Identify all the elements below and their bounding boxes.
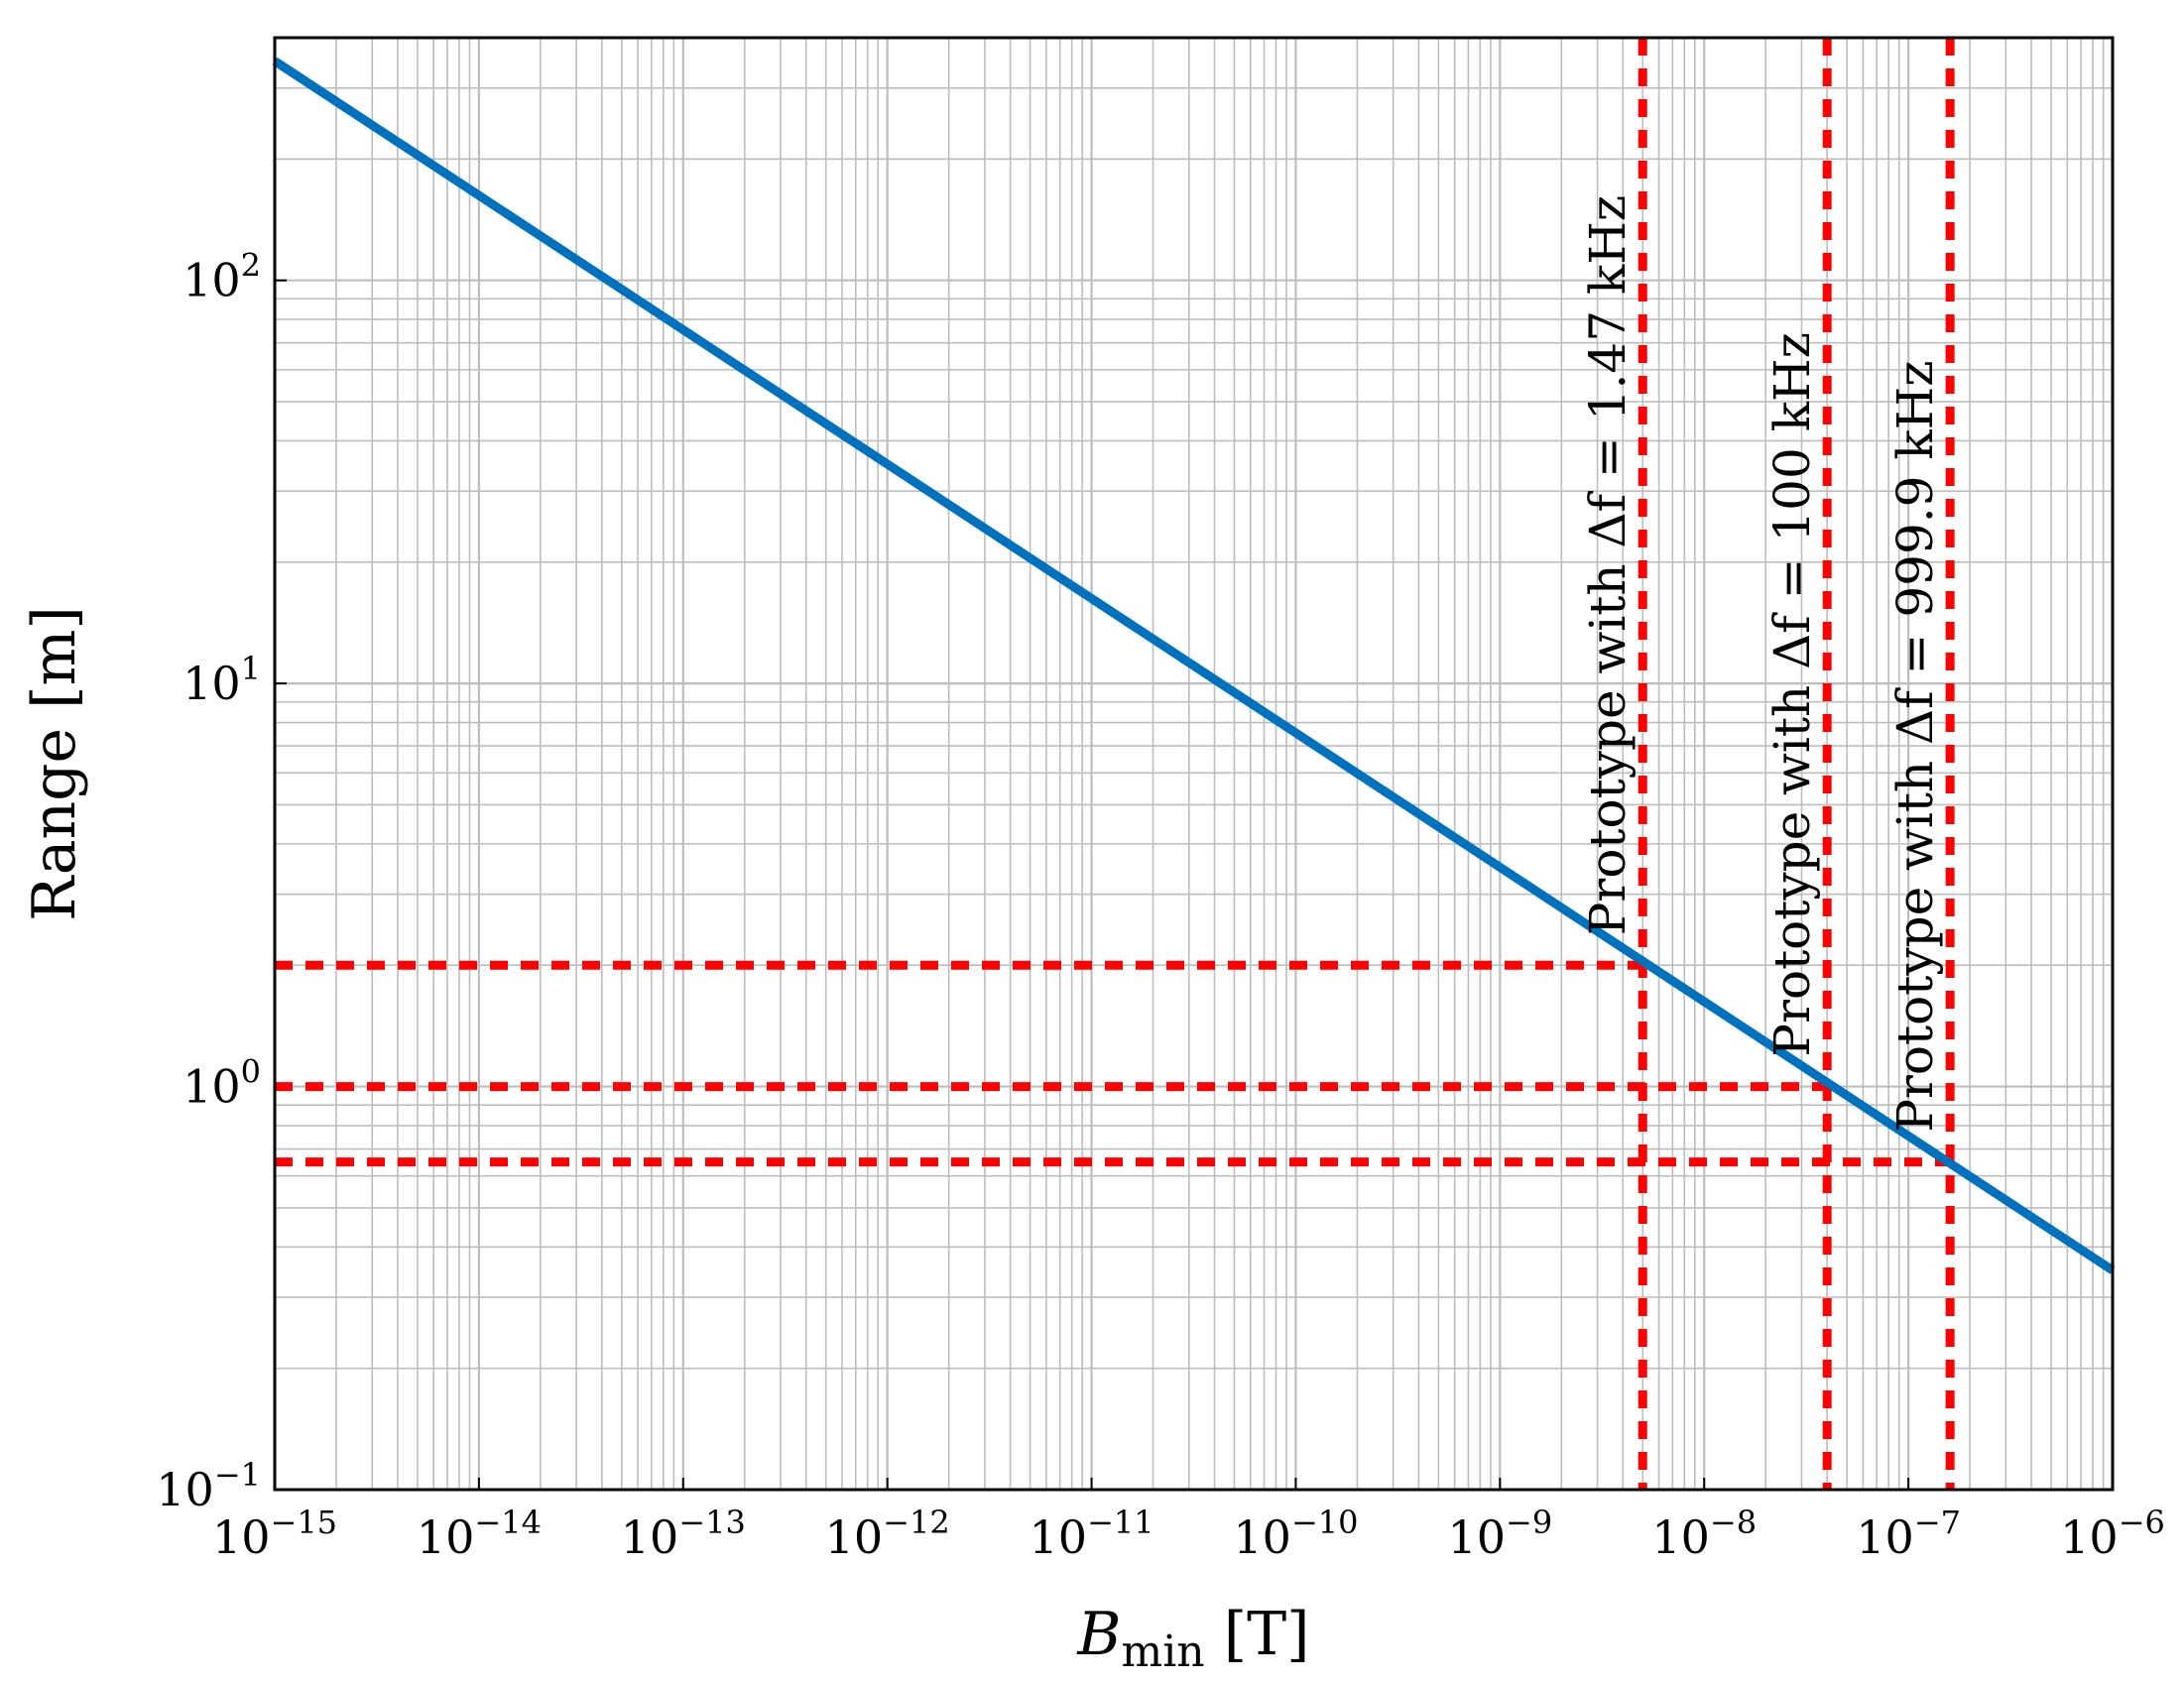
tick-base: 10 (621, 1510, 679, 1564)
tick-base: 10 (182, 254, 241, 307)
x-tick-label: 10−14 (417, 1504, 542, 1564)
tick-base: 10 (182, 657, 241, 710)
x-tick-labels: 10−15 10−14 10−13 10−12 10−11 10−10 10−9 10−8 10… (212, 1504, 2165, 1564)
tick-exponent: −11 (1087, 1504, 1154, 1541)
tick-base: 10 (156, 1463, 214, 1516)
tick-base: 10 (825, 1510, 884, 1564)
tick-base: 10 (1447, 1510, 1506, 1564)
tick-exponent: −9 (1506, 1504, 1552, 1541)
x-axis-label-subscript: min (1122, 1626, 1205, 1677)
tick-base: 10 (1030, 1510, 1088, 1564)
tick-base: 10 (182, 1060, 241, 1114)
tick-exponent: 1 (241, 650, 261, 687)
x-tick-label: 10−12 (825, 1504, 950, 1564)
x-tick-label: 10−6 (2060, 1504, 2165, 1564)
series-group (272, 57, 2116, 1274)
annotations: Prototype with Δf = 1.47 kHz Prototype wi… (1579, 195, 1944, 1133)
y-tick-label: 10−1 (156, 1456, 261, 1516)
tick-exponent: −13 (678, 1504, 746, 1541)
x-axis-label: Bmin [T] (1076, 1600, 1309, 1677)
tick-exponent: −7 (1914, 1504, 1961, 1541)
x-tick-label: 10−10 (1233, 1504, 1358, 1564)
series-line (272, 57, 2116, 1274)
tick-base: 10 (2060, 1510, 2119, 1564)
tick-exponent: 2 (241, 247, 261, 285)
tick-exponent: −14 (474, 1504, 542, 1541)
y-axis-label: Range [m] (20, 606, 89, 921)
tick-exponent: −6 (2119, 1504, 2165, 1541)
reference-line-label: Prototype with Δf = 1.47 kHz (1579, 195, 1637, 935)
tick-exponent: −10 (1291, 1504, 1359, 1541)
x-tick-label: 10−13 (621, 1504, 746, 1564)
y-tick-label: 100 (182, 1053, 261, 1114)
reference-line-label: Prototype with Δf = 999.9 kHz (1886, 360, 1944, 1132)
tick-exponent: −15 (271, 1504, 338, 1541)
tick-base: 10 (1856, 1510, 1914, 1564)
y-tick-label: 102 (182, 247, 261, 307)
x-tick-label: 10−15 (212, 1504, 337, 1564)
x-axis-label-main: B (1076, 1600, 1121, 1669)
tick-exponent: −8 (1710, 1504, 1757, 1541)
tick-exponent: −1 (214, 1456, 261, 1494)
tick-base: 10 (212, 1510, 271, 1564)
reference-lines (275, 38, 1955, 1490)
x-tick-label: 10−11 (1030, 1504, 1154, 1564)
x-tick-label: 10−7 (1856, 1504, 1961, 1564)
tick-exponent: 0 (241, 1053, 261, 1091)
tick-base: 10 (417, 1510, 475, 1564)
y-tick-label: 101 (182, 650, 261, 710)
plot-frame (273, 36, 2115, 1492)
x-tick-label: 10−9 (1447, 1504, 1552, 1564)
tick-base: 10 (1651, 1510, 1710, 1564)
x-tick-label: 10−8 (1651, 1504, 1757, 1564)
tick-exponent: −12 (883, 1504, 950, 1541)
x-axis-label-unit: [T] (1205, 1600, 1310, 1669)
tick-base: 10 (1233, 1510, 1291, 1564)
reference-line-label: Prototype with Δf = 100 kHz (1763, 332, 1821, 1057)
